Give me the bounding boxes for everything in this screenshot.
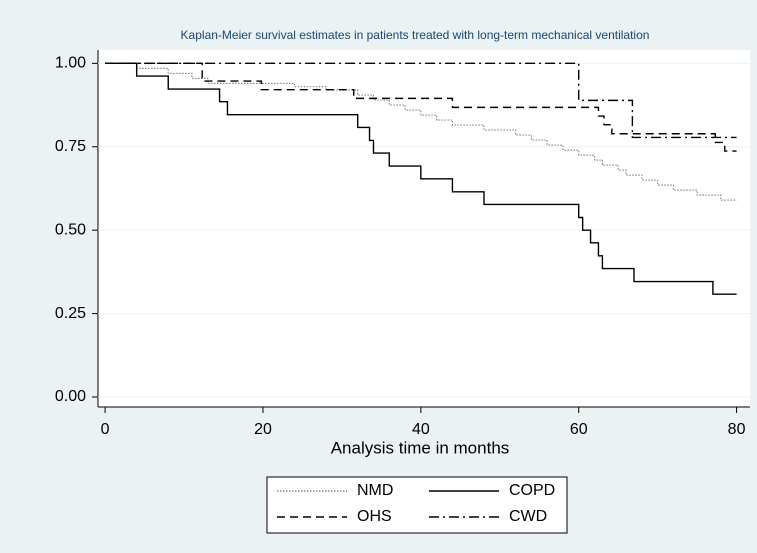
legend-label: NMD bbox=[357, 482, 393, 499]
x-axis-label: Analysis time in months bbox=[331, 438, 510, 457]
chart-title: Kaplan-Meier survival estimates in patie… bbox=[181, 28, 650, 42]
survival-curve bbox=[105, 62, 737, 295]
survival-curve bbox=[105, 62, 737, 201]
plot-area bbox=[98, 50, 750, 407]
legend bbox=[266, 476, 568, 534]
x-tick-label: 0 bbox=[101, 421, 110, 438]
x-tick-label: 60 bbox=[570, 421, 588, 438]
survival-curve bbox=[105, 62, 737, 152]
legend-label: CWD bbox=[509, 508, 547, 525]
y-tick-label: 0.25 bbox=[55, 305, 86, 322]
y-tick-label: 1.00 bbox=[55, 55, 86, 72]
y-tick-label: 0.00 bbox=[55, 388, 86, 405]
y-tick-label: 0.50 bbox=[55, 221, 86, 238]
survival-curve bbox=[105, 62, 737, 139]
y-tick-label: 0.75 bbox=[55, 138, 86, 155]
legend-label: COPD bbox=[509, 482, 555, 499]
x-tick-label: 20 bbox=[254, 421, 272, 438]
x-tick-label: 40 bbox=[412, 421, 430, 438]
legend-label: OHS bbox=[357, 508, 392, 525]
x-tick-label: 80 bbox=[728, 421, 746, 438]
